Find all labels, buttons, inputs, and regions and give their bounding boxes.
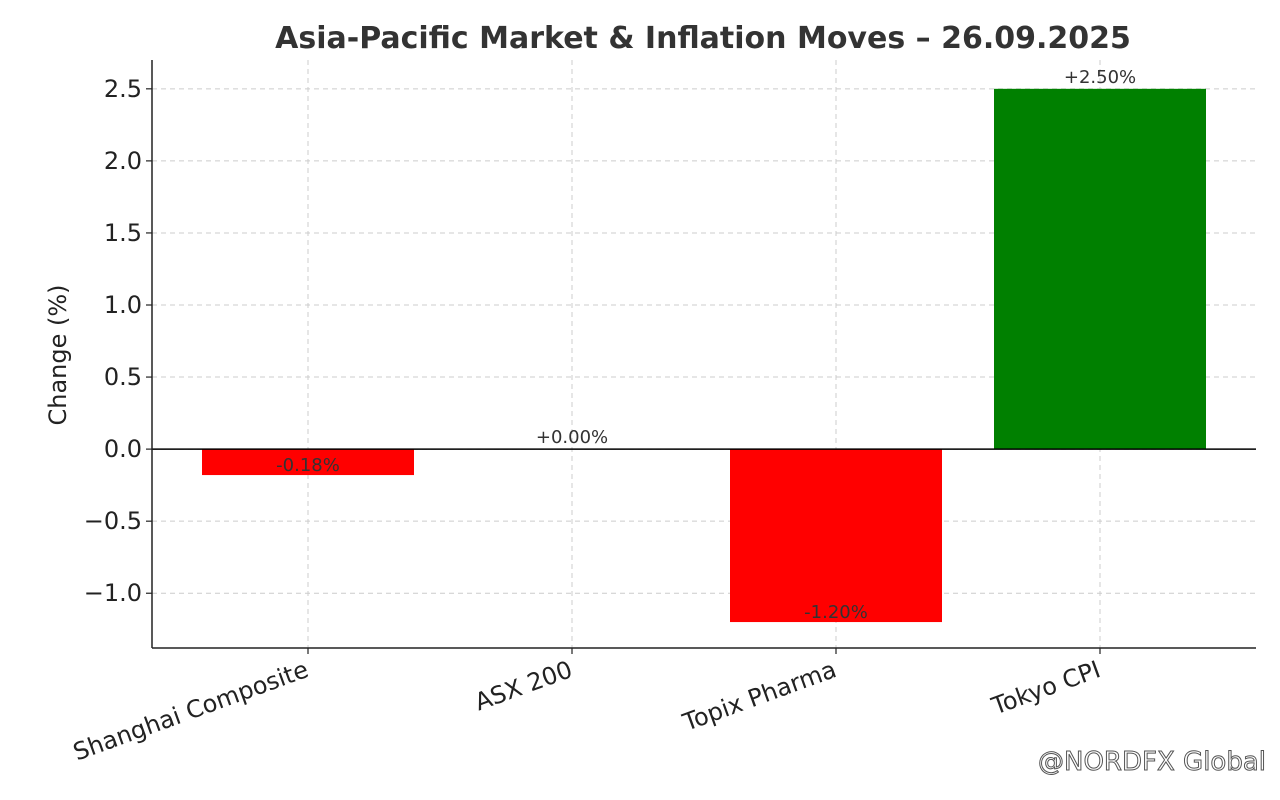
x-tick-label: Shanghai Composite — [70, 655, 313, 766]
chart-title: Asia-Pacific Market & Inflation Moves – … — [275, 21, 1131, 56]
x-tick-label: Topix Pharma — [678, 655, 840, 737]
bar-tokyo-cpi — [994, 88, 1206, 450]
data-labels: -0.18% +0.00% -1.20% +2.50% — [276, 67, 1136, 623]
y-tick-label: 0.0 — [104, 435, 142, 463]
data-label: -0.18% — [276, 455, 340, 476]
y-tick-label: −0.5 — [84, 507, 142, 535]
bars — [202, 88, 1206, 623]
y-tick-label: 2.0 — [104, 147, 142, 175]
x-tick-label: Tokyo CPI — [987, 655, 1104, 720]
bar-shanghai-composite — [202, 449, 414, 476]
y-tick-label: 1.5 — [104, 219, 142, 247]
data-label: +2.50% — [1064, 67, 1136, 88]
y-tick-label: 0.5 — [104, 363, 142, 391]
y-tick-label: −1.0 — [84, 579, 142, 607]
bar-topix-pharma — [730, 449, 942, 623]
y-axis-label: Change (%) — [44, 284, 72, 425]
watermark: @NORDFX Global — [1038, 747, 1266, 777]
data-label: -1.20% — [804, 602, 868, 623]
x-tick-label: ASX 200 — [471, 655, 576, 716]
data-label: +0.00% — [536, 427, 608, 448]
y-tick-label: 1.0 — [104, 291, 142, 319]
y-tick-label: 2.5 — [104, 75, 142, 103]
